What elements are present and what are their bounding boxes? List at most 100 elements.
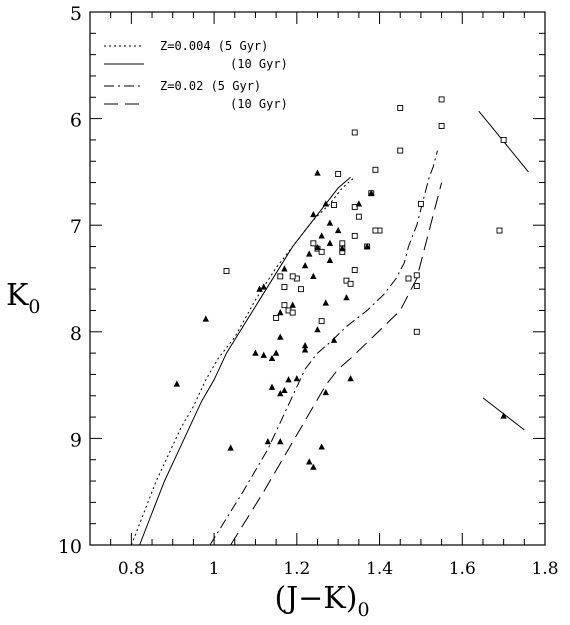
filled-triangle-point bbox=[277, 309, 284, 316]
filled-triangle-point bbox=[310, 463, 317, 470]
filled-triangle-point bbox=[272, 349, 280, 356]
open-square-point bbox=[289, 309, 296, 316]
open-square-point bbox=[318, 318, 325, 325]
x-tick-label: 1.6 bbox=[449, 559, 476, 579]
open-square-point bbox=[413, 283, 420, 289]
open-square-point bbox=[413, 328, 420, 335]
filled-triangle-point bbox=[334, 226, 342, 234]
filled-triangle-point bbox=[301, 346, 309, 353]
filled-triangle-point bbox=[310, 272, 317, 279]
filled-triangle-point bbox=[260, 351, 267, 358]
filled-triangle-point bbox=[285, 376, 292, 383]
open-square-point bbox=[351, 232, 358, 239]
isochrone-curves bbox=[130, 150, 443, 546]
filled-triangle-point bbox=[363, 242, 371, 250]
filled-triangle-point bbox=[500, 412, 507, 419]
filled-triangle-point bbox=[227, 444, 234, 451]
open-square-point bbox=[351, 267, 358, 273]
open-square-point bbox=[438, 96, 445, 103]
filled-triangle-point bbox=[202, 315, 210, 322]
filled-triangle-point bbox=[326, 219, 334, 226]
y-tick-label: 7 bbox=[70, 216, 82, 238]
filled-triangle-point bbox=[314, 243, 321, 251]
open-square-point bbox=[273, 314, 280, 321]
curve-dotted bbox=[130, 176, 356, 546]
filled-triangle-point bbox=[260, 283, 267, 290]
filled-triangle-point bbox=[289, 301, 296, 308]
filled-triangle-point bbox=[326, 239, 334, 246]
x-tick-label: 0.8 bbox=[118, 559, 145, 579]
open-square-point bbox=[372, 227, 379, 234]
filled-triangle-point bbox=[301, 262, 309, 269]
open-square-point bbox=[281, 284, 288, 290]
open-square-point bbox=[310, 240, 317, 247]
y-tick-label: 6 bbox=[70, 110, 82, 132]
open-square-point bbox=[351, 204, 358, 211]
filled-triangle-point bbox=[330, 336, 338, 343]
legend: Z=0.004 (5 Gyr) (10 Gyr) Z=0.02 (5 Gyr) (10… bbox=[104, 39, 288, 111]
filled-triangle-point bbox=[277, 333, 284, 340]
filled-triangle-point bbox=[326, 256, 334, 263]
filled-triangle-point bbox=[301, 342, 309, 349]
filled-triangle-point bbox=[355, 200, 363, 207]
open-square-point bbox=[417, 200, 424, 207]
open-square-point bbox=[438, 123, 445, 130]
filled-triangle-point bbox=[173, 380, 181, 387]
filled-triangle-point bbox=[281, 386, 288, 394]
open-square-point bbox=[496, 227, 503, 234]
x-tick-label: 1.4 bbox=[366, 559, 393, 579]
y-axis-label: K0 bbox=[6, 278, 41, 318]
x-tick-label: 1 bbox=[209, 559, 220, 579]
open-square-point bbox=[298, 286, 304, 293]
filled-triangle-point bbox=[343, 294, 350, 301]
filled-triangle-point bbox=[368, 189, 375, 196]
open-square-point bbox=[281, 302, 288, 309]
filled-triangle-point bbox=[268, 354, 276, 362]
filled-triangle-point bbox=[322, 200, 329, 207]
open-square-point bbox=[335, 171, 342, 177]
legend-label: (10 Gyr) bbox=[230, 57, 288, 71]
filled-triangle-point bbox=[277, 390, 284, 397]
legend-label: (10 Gyr) bbox=[230, 97, 288, 111]
filled-triangle-point bbox=[339, 245, 346, 252]
filled-triangle-point bbox=[314, 326, 321, 333]
open-square-point bbox=[351, 129, 358, 136]
filled-triangle-point bbox=[306, 458, 313, 465]
legend-label: Z=0.02 (5 Gyr) bbox=[160, 79, 261, 93]
filled-triangle-point bbox=[322, 299, 329, 306]
curve-solid bbox=[139, 176, 351, 546]
filled-triangle-point bbox=[318, 232, 325, 239]
open-square-point bbox=[223, 268, 230, 274]
open-square-point bbox=[500, 136, 507, 143]
x-axis-label: (J−K)0 bbox=[274, 581, 369, 621]
open-square-point bbox=[405, 275, 412, 282]
filled-triangle-point bbox=[277, 437, 284, 445]
x-tick-label: 1.8 bbox=[531, 559, 558, 579]
open-square-point bbox=[347, 280, 354, 287]
open-square-point bbox=[277, 273, 284, 280]
y-tick-label: 5 bbox=[70, 3, 82, 25]
curve-dashdot bbox=[209, 150, 438, 546]
plot-frame bbox=[89, 11, 546, 546]
filled-triangle-point bbox=[318, 443, 325, 450]
filled-triangle-point bbox=[268, 383, 276, 390]
axis-ticks: 0.8 1 1.2 1.4 1.6 1.8 5 6 7 8 9 10 bbox=[58, 3, 559, 579]
y-tick-label: 8 bbox=[70, 323, 82, 345]
data-points bbox=[173, 96, 529, 470]
y-tick-label: 10 bbox=[58, 536, 82, 558]
filled-triangle-point bbox=[264, 437, 272, 445]
curve-longdash bbox=[230, 182, 443, 546]
x-tick-label: 1.2 bbox=[283, 559, 310, 579]
open-square-point bbox=[372, 166, 379, 173]
filled-triangle-point bbox=[256, 285, 263, 292]
open-square-point bbox=[318, 248, 325, 255]
filled-triangle-point bbox=[310, 210, 317, 218]
open-square-point bbox=[397, 104, 404, 111]
y-tick-label: 9 bbox=[70, 429, 82, 451]
open-square-point bbox=[397, 147, 404, 154]
filled-triangle-point bbox=[293, 375, 301, 382]
filled-triangle-point bbox=[281, 265, 288, 272]
open-square-point bbox=[331, 201, 337, 208]
